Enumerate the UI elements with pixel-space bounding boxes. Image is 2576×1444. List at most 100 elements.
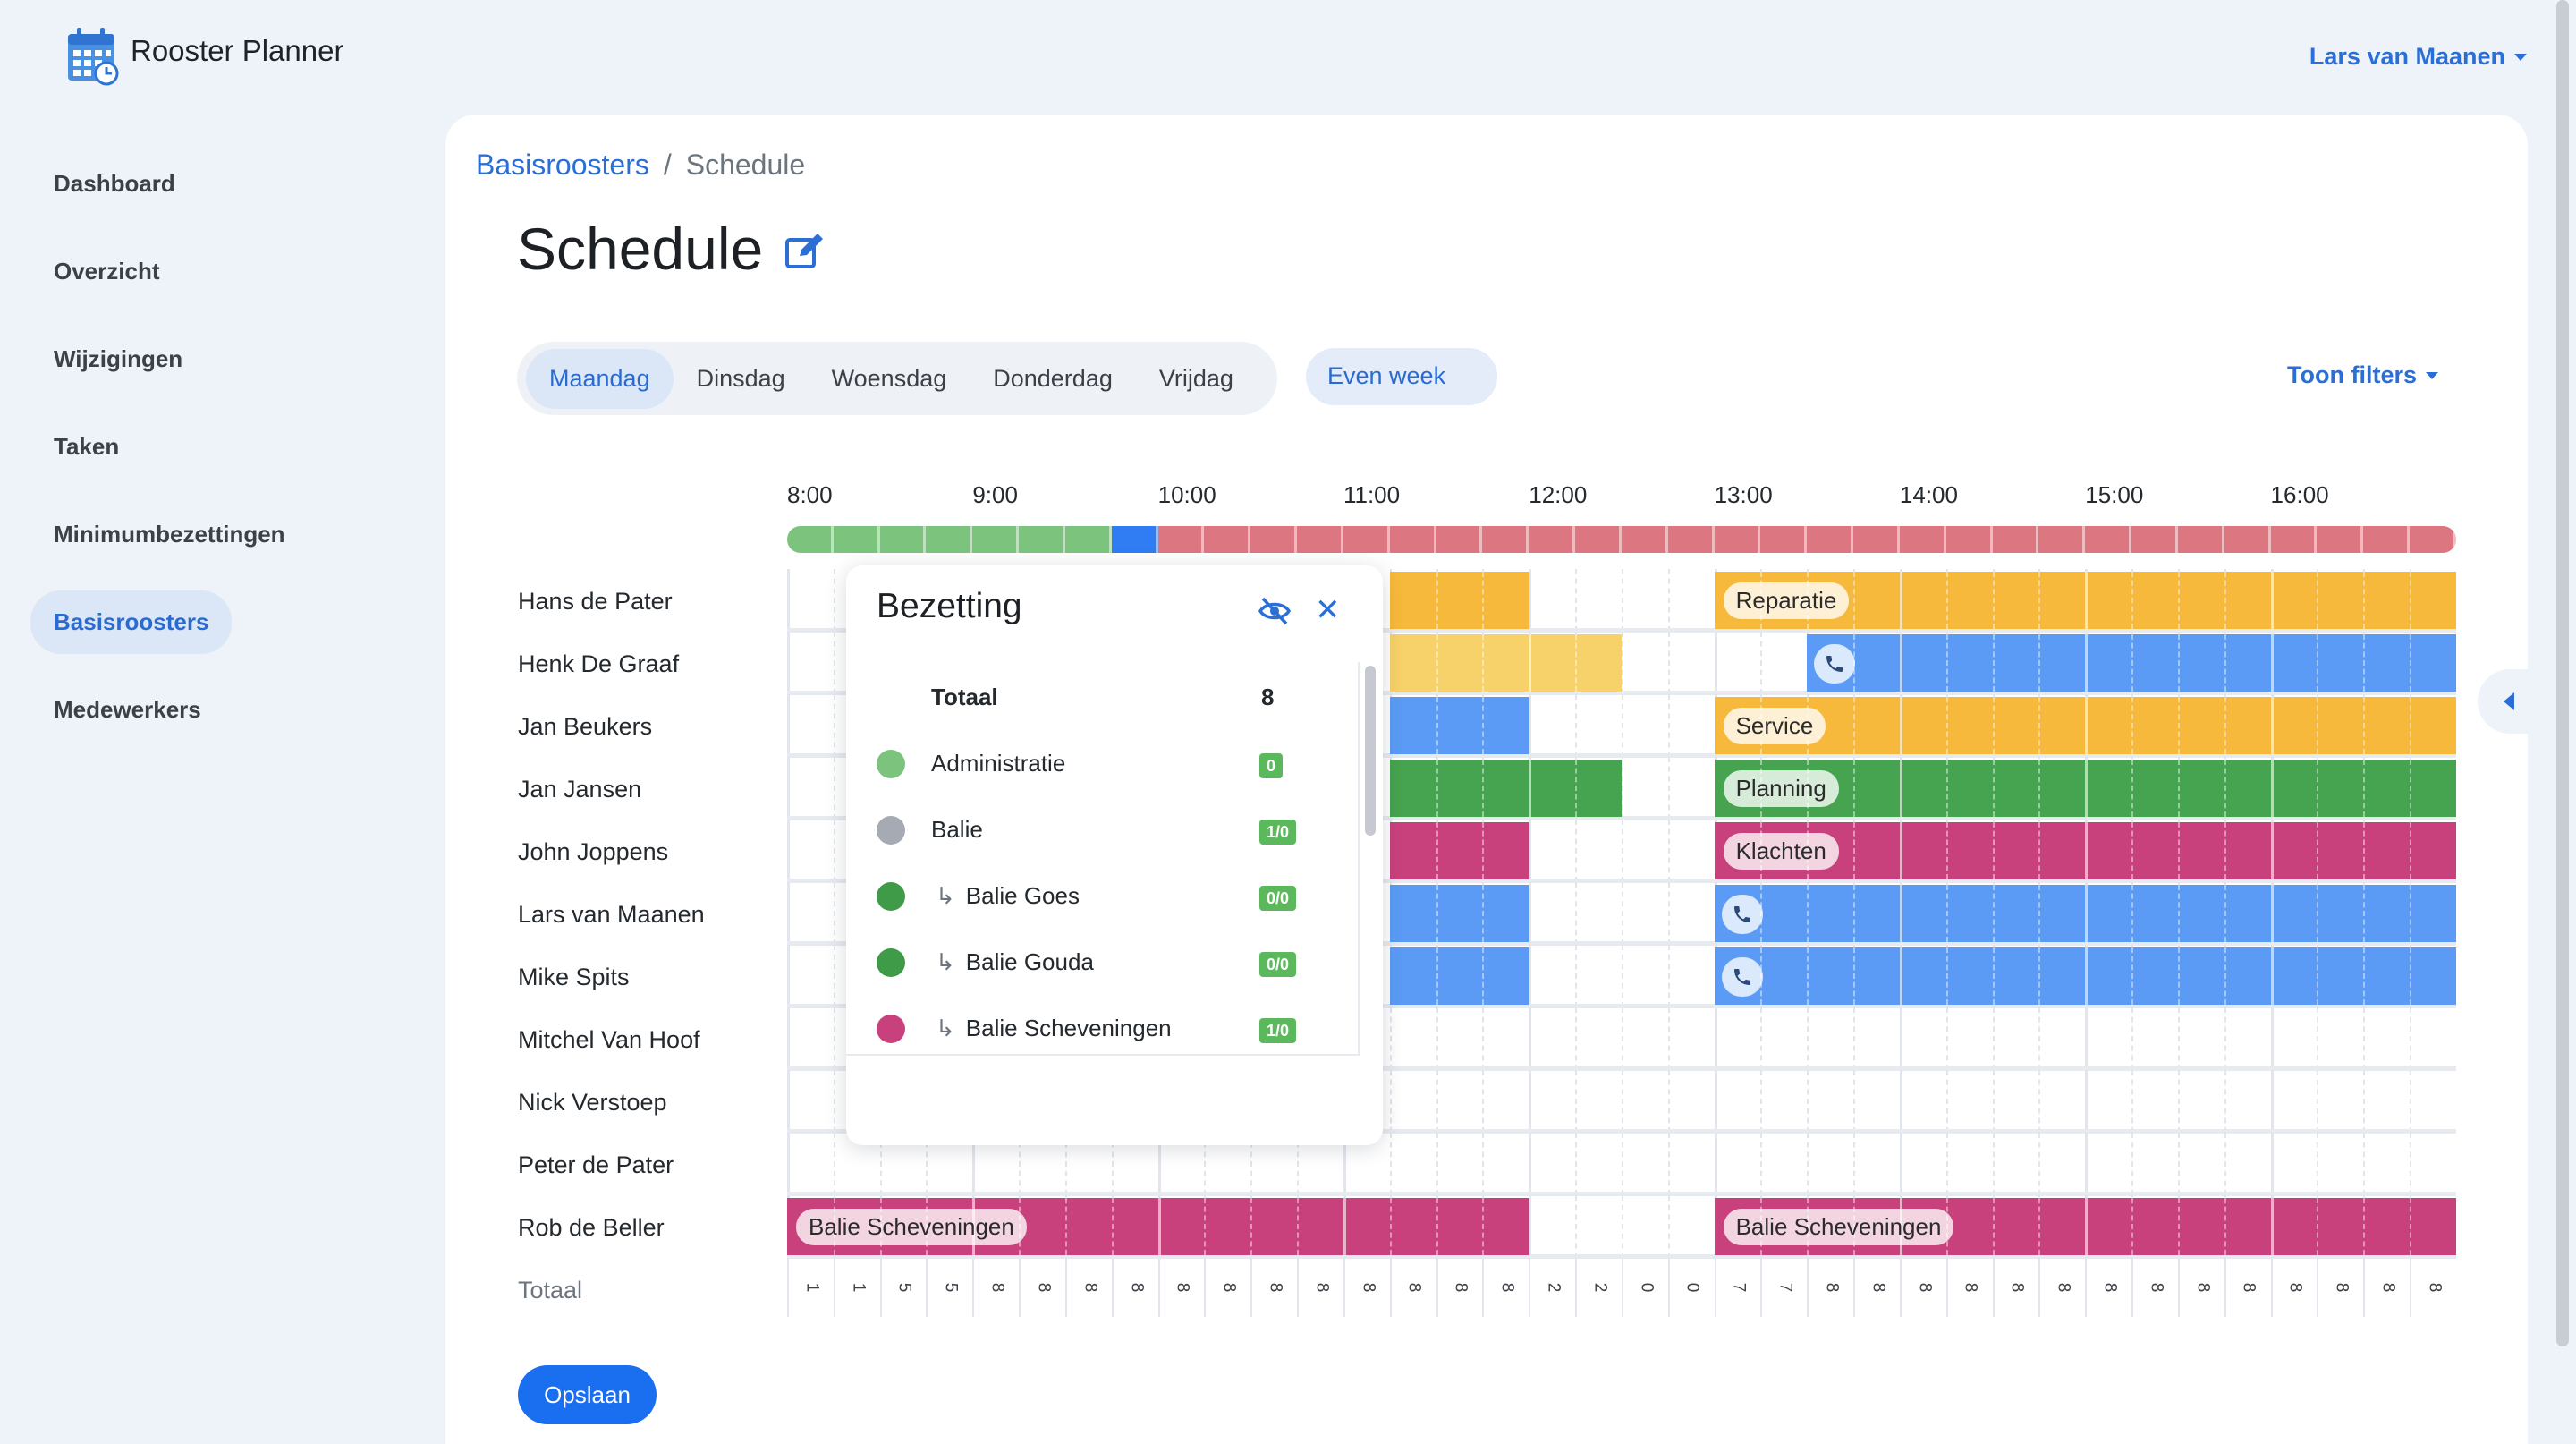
time-slot[interactable] xyxy=(1899,1007,1946,1070)
time-slot[interactable] xyxy=(1621,569,1668,632)
shift-block[interactable]: Planning xyxy=(1714,760,2456,817)
time-slot[interactable] xyxy=(879,1133,927,1195)
shift-block[interactable] xyxy=(1807,634,2456,692)
time-slot[interactable] xyxy=(2038,1007,2085,1070)
time-slot[interactable] xyxy=(2317,1133,2363,1195)
time-slot[interactable] xyxy=(2270,1133,2318,1195)
time-slot[interactable] xyxy=(1529,569,1575,632)
time-slot[interactable] xyxy=(1667,569,1715,632)
time-slot[interactable] xyxy=(1667,1007,1715,1070)
sidebar-item-minimumbezettingen[interactable]: Minimumbezettingen xyxy=(54,521,285,548)
time-slot[interactable] xyxy=(1389,1070,1436,1133)
time-slot[interactable] xyxy=(1807,1007,1853,1070)
time-slot[interactable] xyxy=(1667,1070,1715,1133)
shift-block[interactable] xyxy=(1714,947,2456,1005)
time-slot[interactable] xyxy=(1760,1070,1807,1133)
time-slot[interactable] xyxy=(1899,1133,1946,1195)
schedule-row[interactable]: Service xyxy=(787,694,2456,758)
time-slot[interactable] xyxy=(1529,882,1575,945)
time-slot[interactable] xyxy=(1992,1007,2039,1070)
time-slot[interactable] xyxy=(1529,945,1575,1007)
time-slot[interactable] xyxy=(1575,569,1622,632)
edit-icon[interactable] xyxy=(784,231,825,272)
time-slot[interactable] xyxy=(972,1133,1019,1195)
time-slot[interactable] xyxy=(1019,1133,1065,1195)
shift-block[interactable] xyxy=(1389,634,1622,692)
time-slot[interactable] xyxy=(2177,1070,2224,1133)
shift-block[interactable] xyxy=(1389,760,1622,817)
time-slot[interactable] xyxy=(1667,694,1715,757)
time-slot[interactable] xyxy=(833,945,880,1007)
time-slot[interactable] xyxy=(787,820,834,882)
time-slot[interactable] xyxy=(1853,1133,1900,1195)
time-slot[interactable] xyxy=(2085,1133,2131,1195)
time-slot[interactable] xyxy=(1714,1133,1761,1195)
time-slot[interactable] xyxy=(787,632,834,694)
time-slot[interactable] xyxy=(1760,1007,1807,1070)
week-toggle[interactable]: Even week xyxy=(1306,348,1497,405)
shift-block[interactable] xyxy=(1389,697,1530,754)
time-slot[interactable] xyxy=(787,1133,834,1195)
time-slot[interactable] xyxy=(2317,1007,2363,1070)
time-slot[interactable] xyxy=(833,882,880,945)
schedule-row[interactable] xyxy=(787,1133,2456,1196)
time-slot[interactable] xyxy=(2131,1007,2178,1070)
time-slot[interactable] xyxy=(1389,1007,1436,1070)
time-slot[interactable] xyxy=(833,569,880,632)
time-slot[interactable] xyxy=(2363,1007,2410,1070)
time-slot[interactable] xyxy=(1667,1195,1715,1258)
time-slot[interactable] xyxy=(787,757,834,820)
time-slot[interactable] xyxy=(1529,1070,1575,1133)
time-slot[interactable] xyxy=(1621,694,1668,757)
time-slot[interactable] xyxy=(1436,1133,1483,1195)
time-slot[interactable] xyxy=(2131,1133,2178,1195)
time-slot[interactable] xyxy=(2363,1070,2410,1133)
time-slot[interactable] xyxy=(2038,1133,2085,1195)
time-slot[interactable] xyxy=(1064,1133,1112,1195)
time-slot[interactable] xyxy=(2270,1007,2318,1070)
time-slot[interactable] xyxy=(1575,1133,1622,1195)
time-slot[interactable] xyxy=(1436,1070,1483,1133)
time-slot[interactable] xyxy=(1575,945,1622,1007)
time-slot[interactable] xyxy=(1575,1007,1622,1070)
eye-slash-icon[interactable] xyxy=(1258,596,1292,626)
time-slot[interactable] xyxy=(787,569,834,632)
time-slot[interactable] xyxy=(1621,1070,1668,1133)
time-slot[interactable] xyxy=(1389,1133,1436,1195)
show-filters-toggle[interactable]: Toon filters xyxy=(2287,361,2438,389)
time-slot[interactable] xyxy=(1945,1007,1993,1070)
time-slot[interactable] xyxy=(1529,1133,1575,1195)
shift-block[interactable]: Balie Scheveningen xyxy=(1714,1198,2456,1255)
time-slot[interactable] xyxy=(2131,1070,2178,1133)
time-slot[interactable] xyxy=(1482,1133,1529,1195)
popup-scrollbar[interactable] xyxy=(1365,666,1376,836)
shift-block[interactable]: Balie Scheveningen xyxy=(787,1198,1530,1255)
time-slot[interactable] xyxy=(787,945,834,1007)
time-slot[interactable] xyxy=(926,1133,972,1195)
sidebar-item-wijzigingen[interactable]: Wijzigingen xyxy=(54,345,183,372)
time-slot[interactable] xyxy=(1667,757,1715,820)
time-slot[interactable] xyxy=(1667,1133,1715,1195)
time-slot[interactable] xyxy=(1853,1007,1900,1070)
time-slot[interactable] xyxy=(2410,1007,2456,1070)
time-slot[interactable] xyxy=(1945,1070,1993,1133)
time-slot[interactable] xyxy=(1204,1133,1250,1195)
time-slot[interactable] xyxy=(833,694,880,757)
shift-block[interactable] xyxy=(1714,885,2456,942)
time-slot[interactable] xyxy=(787,1070,834,1133)
time-slot[interactable] xyxy=(2177,1007,2224,1070)
time-slot[interactable] xyxy=(1621,1133,1668,1195)
time-slot[interactable] xyxy=(1529,1007,1575,1070)
time-slot[interactable] xyxy=(2085,1007,2131,1070)
time-slot[interactable] xyxy=(1714,632,1761,694)
time-slot[interactable] xyxy=(1853,1070,1900,1133)
time-slot[interactable] xyxy=(1760,1133,1807,1195)
shift-block[interactable] xyxy=(1389,572,1530,629)
time-slot[interactable] xyxy=(2038,1070,2085,1133)
time-slot[interactable] xyxy=(1157,1133,1205,1195)
time-slot[interactable] xyxy=(1482,1070,1529,1133)
time-slot[interactable] xyxy=(1529,694,1575,757)
time-slot[interactable] xyxy=(833,1133,880,1195)
time-slot[interactable] xyxy=(1575,882,1622,945)
time-slot[interactable] xyxy=(833,1007,880,1070)
